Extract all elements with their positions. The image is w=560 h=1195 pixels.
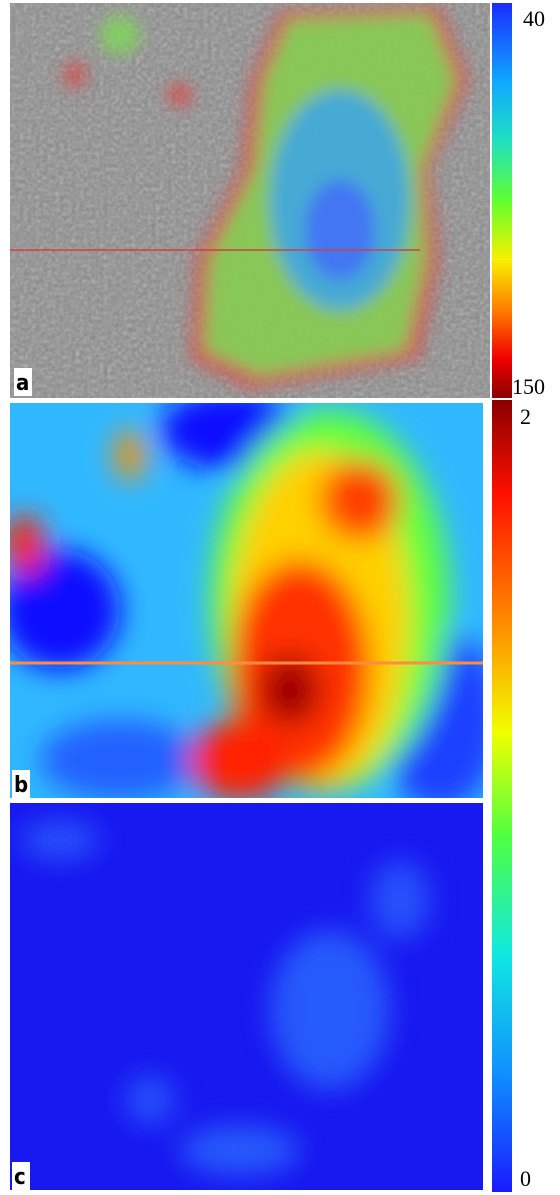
figure: a 40 150 b [0,0,560,1195]
colorbar-bottom-label: 150 [512,374,545,399]
colorbar [492,400,512,1192]
colorbar-top-label: 40 [523,6,545,31]
colorbar-top-label: 2 [520,404,531,429]
panel-label: b [14,773,28,798]
panel-c-image [10,803,483,1190]
panel-label: a [16,371,29,396]
panel-b-image [0,390,500,810]
panel-label: c [14,1165,26,1190]
colorbar [492,3,512,398]
panel-a-image [10,3,490,398]
colorbar-bottom-label: 0 [520,1166,531,1191]
